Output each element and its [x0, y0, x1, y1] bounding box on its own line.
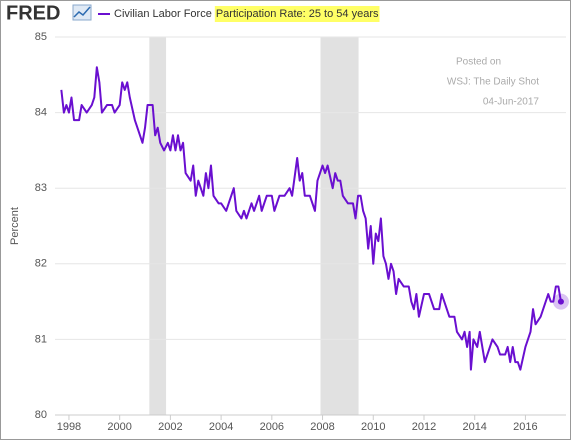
- x-tick-label: 2012: [412, 421, 436, 433]
- x-tick-label: 2014: [462, 421, 486, 433]
- series-line: [60, 66, 562, 371]
- y-axis-label: Percent: [9, 207, 21, 245]
- legend-text: Civilian Labor Force: [114, 8, 212, 20]
- y-tick-label: 81: [35, 333, 47, 345]
- last-point: [557, 298, 564, 305]
- x-tick-label: 2006: [260, 421, 284, 433]
- x-tick-label: 2002: [158, 421, 182, 433]
- logo: FRED: [6, 2, 60, 24]
- recession-band: [149, 37, 167, 415]
- y-tick-label: 83: [35, 182, 47, 194]
- y-tick-label: 84: [35, 107, 47, 119]
- y-tick-label: 80: [35, 409, 47, 421]
- x-tick-label: 1998: [57, 421, 81, 433]
- y-tick-label: 82: [35, 258, 47, 270]
- legend-highlight: [214, 6, 380, 22]
- x-tick-label: 2004: [209, 421, 233, 433]
- annotation: Posted on: [456, 57, 501, 68]
- x-tick-label: 2000: [107, 421, 131, 433]
- logo-icon: [72, 4, 92, 21]
- x-tick-label: 2016: [513, 421, 537, 433]
- y-tick-label: 85: [35, 31, 47, 43]
- x-tick-label: 2010: [361, 421, 385, 433]
- x-tick-label: 2008: [310, 421, 334, 433]
- plot: 80 81 82 83 84 85 1998 2000 2002 2004 2006 2008 2010…: [35, 31, 569, 433]
- legend-highlight-text: Participation Rate: 25 to 54 years: [216, 8, 379, 20]
- recession-band: [320, 37, 359, 415]
- annotation: 04-Jun-2017: [483, 97, 540, 108]
- annotation: WSJ: The Daily Shot: [447, 77, 539, 88]
